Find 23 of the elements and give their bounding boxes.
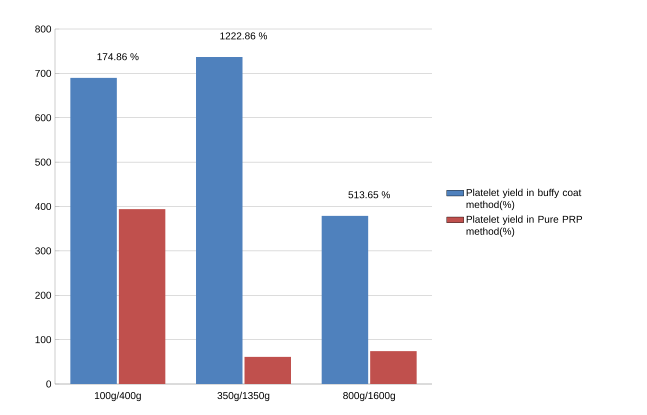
bar (70, 78, 117, 384)
y-tick-label: 400 (35, 202, 52, 210)
y-tick-label: 600 (35, 114, 52, 122)
y-tick-label: 200 (35, 292, 52, 299)
bar (244, 356, 291, 384)
bar (370, 351, 417, 384)
y-tick-label: 100 (36, 336, 52, 344)
annotation: 174.86 % (97, 53, 139, 60)
y-tick-label: 800 (35, 25, 52, 33)
y-tick-label: 500 (35, 158, 52, 166)
bar (196, 56, 243, 384)
x-tick-label: 350g/1350g (217, 392, 270, 402)
bar (322, 216, 368, 384)
x-tick-label: 100g/400g (94, 392, 141, 402)
y-tick-label: 0 (46, 380, 52, 388)
x-tick-label: 800g/1600g (343, 392, 395, 402)
bar (118, 209, 166, 384)
y-tick-label: 300 (35, 247, 52, 254)
annotation: 1222.86 % (220, 32, 268, 40)
legend-label: Platelet yield in Pure PRP method(%) (466, 215, 582, 237)
y-tick-label: 700 (35, 70, 52, 77)
legend-label: Platelet yield in buffy coat method(%) (466, 188, 582, 210)
annotation: 513.65 % (348, 191, 390, 198)
